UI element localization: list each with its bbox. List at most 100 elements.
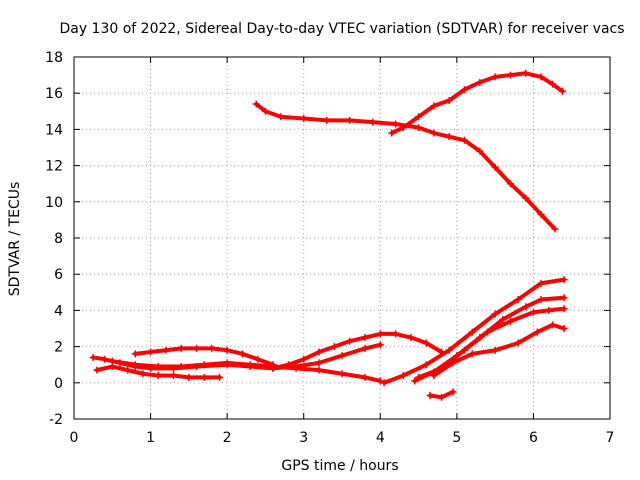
data-point [269, 364, 277, 372]
data-point [139, 370, 147, 378]
data-point [346, 337, 354, 345]
data-point [422, 361, 430, 369]
y-tick-label: 8 [54, 231, 63, 247]
data-point [491, 310, 499, 318]
data-point [415, 124, 423, 132]
series-arc-low-5 [269, 330, 446, 372]
data-point [422, 339, 430, 347]
data-point [468, 328, 476, 336]
data-point [449, 359, 457, 367]
series-arc-upper-rising [388, 69, 567, 137]
data-point [506, 180, 514, 188]
data-point [430, 102, 438, 110]
data-point [284, 361, 292, 369]
data-point [537, 296, 545, 304]
data-point [491, 163, 499, 171]
data-point [261, 107, 269, 115]
data-point [200, 361, 208, 369]
data-point [300, 115, 308, 123]
data-point [154, 363, 162, 371]
data-point [154, 372, 162, 380]
series-arc-low-3 [93, 363, 223, 381]
x-tick-label: 2 [223, 430, 232, 446]
data-point [445, 346, 453, 354]
data-point [559, 87, 567, 95]
x-tick-label: 3 [299, 430, 308, 446]
data-point [426, 391, 434, 399]
series-arc-dip [426, 388, 457, 401]
data-point [483, 328, 491, 336]
data-point [361, 373, 369, 381]
data-point [506, 71, 514, 79]
data-point [376, 330, 384, 338]
data-point [430, 129, 438, 137]
data-point [361, 344, 369, 352]
data-point [415, 373, 423, 381]
data-point [560, 305, 568, 313]
data-point [430, 372, 438, 380]
series-arc-rise-1 [380, 276, 568, 387]
data-point [246, 361, 254, 369]
data-point [238, 350, 246, 358]
data-point [223, 346, 231, 354]
series-arc-low-4 [108, 357, 384, 385]
data-point [369, 118, 377, 126]
data-point [361, 334, 369, 342]
data-point [193, 344, 201, 352]
series-arc-low-2 [131, 344, 277, 369]
y-tick-label: -2 [49, 412, 63, 428]
data-point [468, 350, 476, 358]
data-point [499, 315, 507, 323]
data-point [177, 363, 185, 371]
x-tick-label: 6 [529, 430, 538, 446]
data-point [292, 364, 300, 372]
data-point [315, 348, 323, 356]
data-point [162, 346, 170, 354]
data-point [533, 328, 541, 336]
y-tick-label: 0 [54, 376, 63, 392]
data-point [438, 393, 446, 401]
data-point [491, 73, 499, 81]
data-point [551, 225, 559, 233]
data-point [537, 210, 545, 218]
data-point [208, 344, 216, 352]
data-point [514, 339, 522, 347]
data-point [560, 325, 568, 332]
data-point [392, 330, 400, 338]
data-point [93, 366, 101, 374]
x-tick-label: 7 [606, 430, 615, 446]
data-point [252, 100, 260, 108]
y-tick-label: 16 [45, 86, 63, 102]
data-point [338, 370, 346, 378]
data-point [411, 377, 419, 385]
data-point [549, 80, 557, 88]
data-point [476, 78, 484, 86]
data-point [461, 86, 469, 94]
series-trace [133, 346, 276, 367]
data-point [449, 388, 457, 396]
data-point [330, 343, 338, 351]
data-point [545, 306, 553, 314]
data-point [300, 355, 308, 363]
y-tick-label: 18 [45, 50, 63, 66]
x-axis-label: GPS time / hours [281, 458, 398, 474]
y-tick-label: 14 [45, 122, 63, 138]
series-trace [271, 331, 444, 371]
data-point [200, 373, 208, 381]
series-group [89, 69, 568, 401]
y-tick-label: 2 [54, 340, 63, 356]
data-point [522, 303, 530, 311]
y-axis-label: SDTVAR / TECUs [7, 182, 23, 297]
data-point [476, 147, 484, 155]
data-point [170, 372, 178, 380]
data-point [560, 276, 568, 284]
series-arc-rise-3 [415, 305, 568, 381]
x-tick-label: 4 [376, 430, 385, 446]
data-point [399, 372, 407, 380]
data-point [147, 348, 155, 356]
data-point [514, 296, 522, 304]
data-point [323, 116, 331, 124]
data-point [215, 373, 223, 381]
data-point [445, 96, 453, 104]
